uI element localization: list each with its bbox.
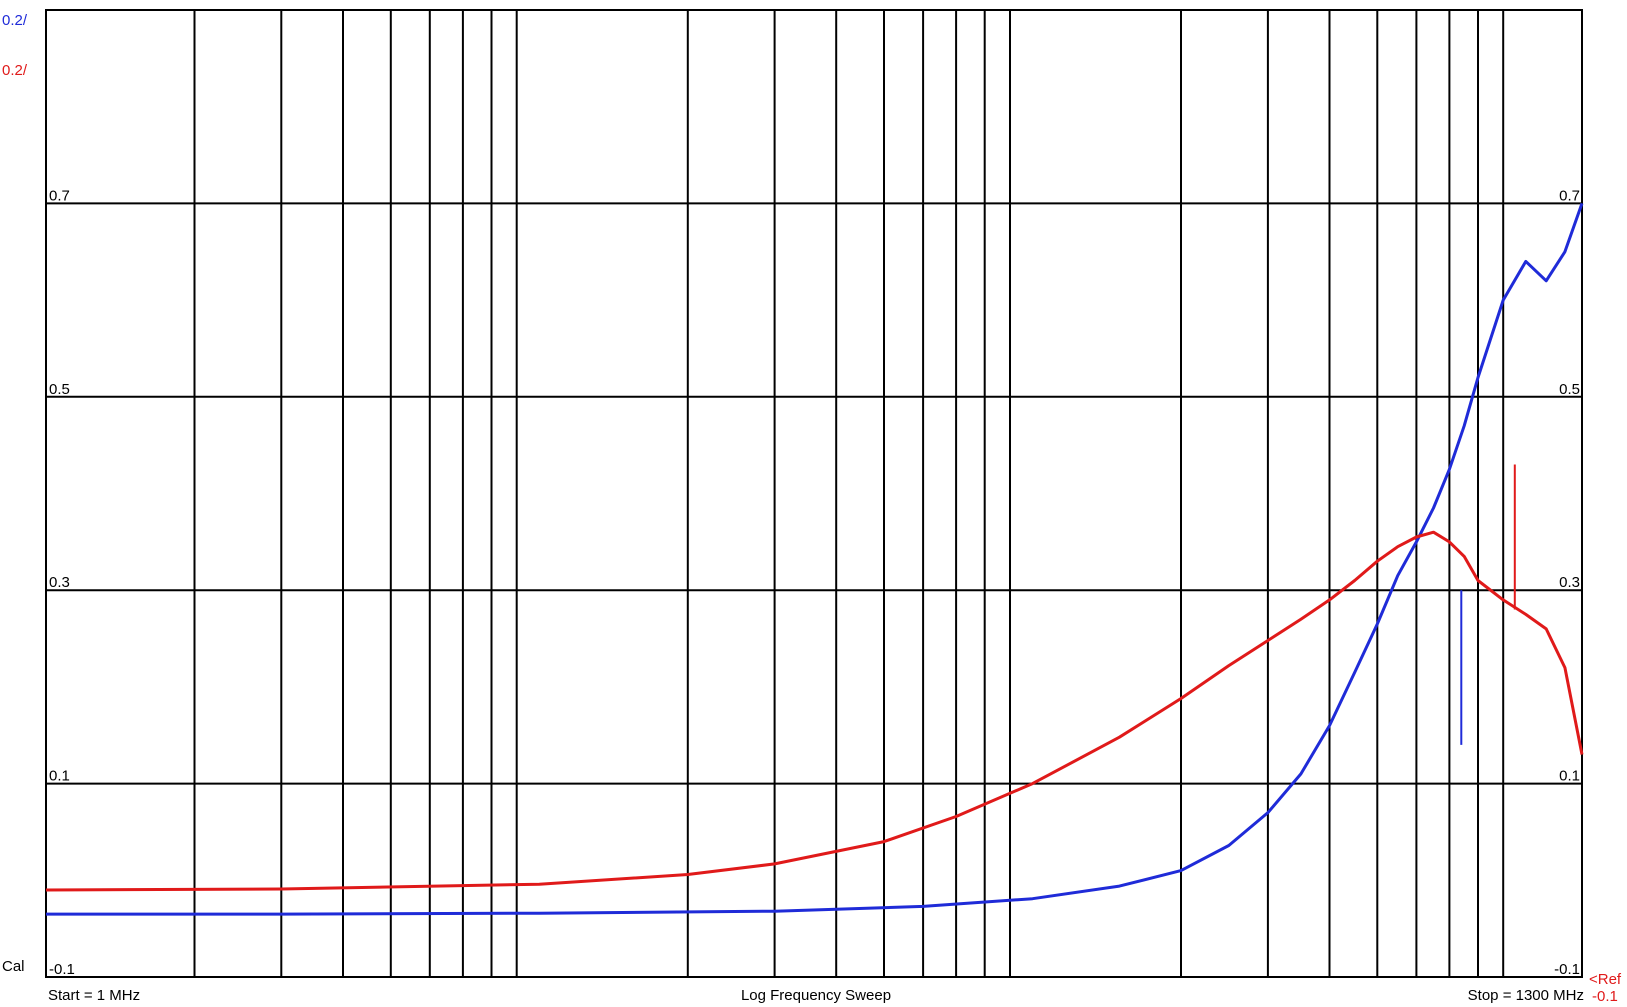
y-tick-label-right: 0.3 — [1559, 574, 1580, 591]
cal-label: Cal — [2, 958, 25, 975]
y-tick-label-left: 0.5 — [49, 381, 70, 398]
y-tick-label-right: -0.1 — [1554, 961, 1580, 978]
y-tick-label-left: 0.3 — [49, 574, 70, 591]
spikes — [1460, 464, 1516, 745]
red-scale-label: 0.2/ — [2, 62, 28, 79]
y-tick-label-left: -0.1 — [49, 961, 75, 978]
ref-label: <Ref — [1589, 971, 1622, 988]
y-tick-labels: 0.7 0.7 0.5 0.5 0.3 0.3 0.1 0.1 -0.1 -0.1 — [49, 187, 1580, 978]
y-tick-label-left: 0.7 — [49, 187, 70, 204]
traces — [45, 202, 1584, 916]
blue-trace — [46, 202, 1584, 916]
horizontal-gridlines — [46, 202, 1582, 978]
plot-frame — [45, 9, 1583, 978]
blue-scale-label: 0.2/ — [2, 12, 28, 29]
sweep-type: Log Frequency Sweep — [741, 987, 891, 1004]
start-frequency: Start = 1 MHz — [48, 987, 140, 1004]
ref-value: -0.1 — [1592, 988, 1618, 1005]
y-tick-label-right: 0.1 — [1559, 768, 1580, 785]
red-trace — [45, 530, 1584, 892]
y-tick-label-right: 0.5 — [1559, 381, 1580, 398]
y-tick-label-left: 0.1 — [49, 768, 70, 785]
y-tick-label-right: 0.7 — [1559, 187, 1580, 204]
stop-frequency: Stop = 1300 MHz — [1468, 987, 1584, 1004]
